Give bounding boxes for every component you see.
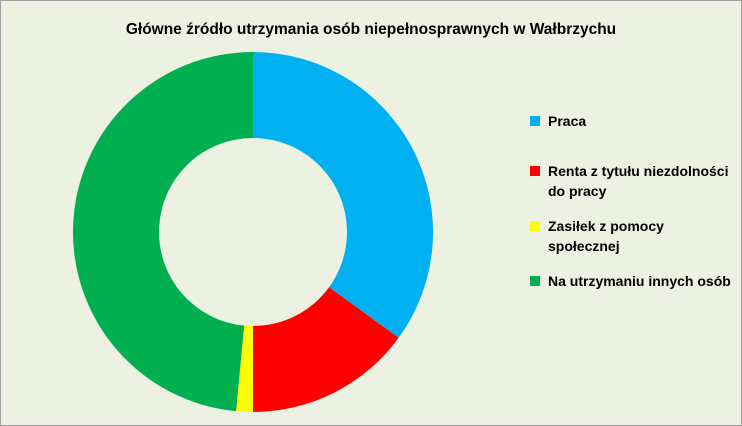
legend-swatch bbox=[530, 221, 540, 231]
legend-item: Renta z tytułu niezdolności do pracy bbox=[528, 161, 738, 201]
legend-swatch bbox=[530, 276, 540, 286]
legend-swatch bbox=[530, 166, 540, 176]
legend-label: Na utrzymaniu innych osób bbox=[548, 273, 731, 289]
legend-label: Zasiłek z pomocy społecznej bbox=[548, 218, 664, 254]
legend-item: Zasiłek z pomocy społecznej bbox=[528, 216, 738, 256]
legend-label: Praca bbox=[548, 113, 587, 129]
legend-item: Na utrzymaniu innych osób bbox=[528, 271, 738, 291]
donut-slice bbox=[253, 52, 433, 338]
donut-slice bbox=[253, 287, 399, 412]
donut-slice bbox=[236, 325, 253, 412]
legend-swatch bbox=[530, 116, 540, 126]
chart-title: Główne źródło utrzymania osób niepełnosp… bbox=[126, 21, 616, 38]
legend-label: Renta z tytułu niezdolności do pracy bbox=[548, 163, 729, 199]
legend: Praca Renta z tytułu niezdolności do prac… bbox=[528, 111, 738, 306]
legend-item: Praca bbox=[528, 111, 738, 131]
donut-slice bbox=[72, 52, 253, 412]
